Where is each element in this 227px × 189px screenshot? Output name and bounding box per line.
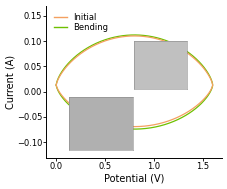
Legend: Initial, Bending: Initial, Bending bbox=[52, 11, 109, 33]
Y-axis label: Current (A): Current (A) bbox=[5, 54, 15, 109]
X-axis label: Potential (V): Potential (V) bbox=[104, 174, 164, 184]
